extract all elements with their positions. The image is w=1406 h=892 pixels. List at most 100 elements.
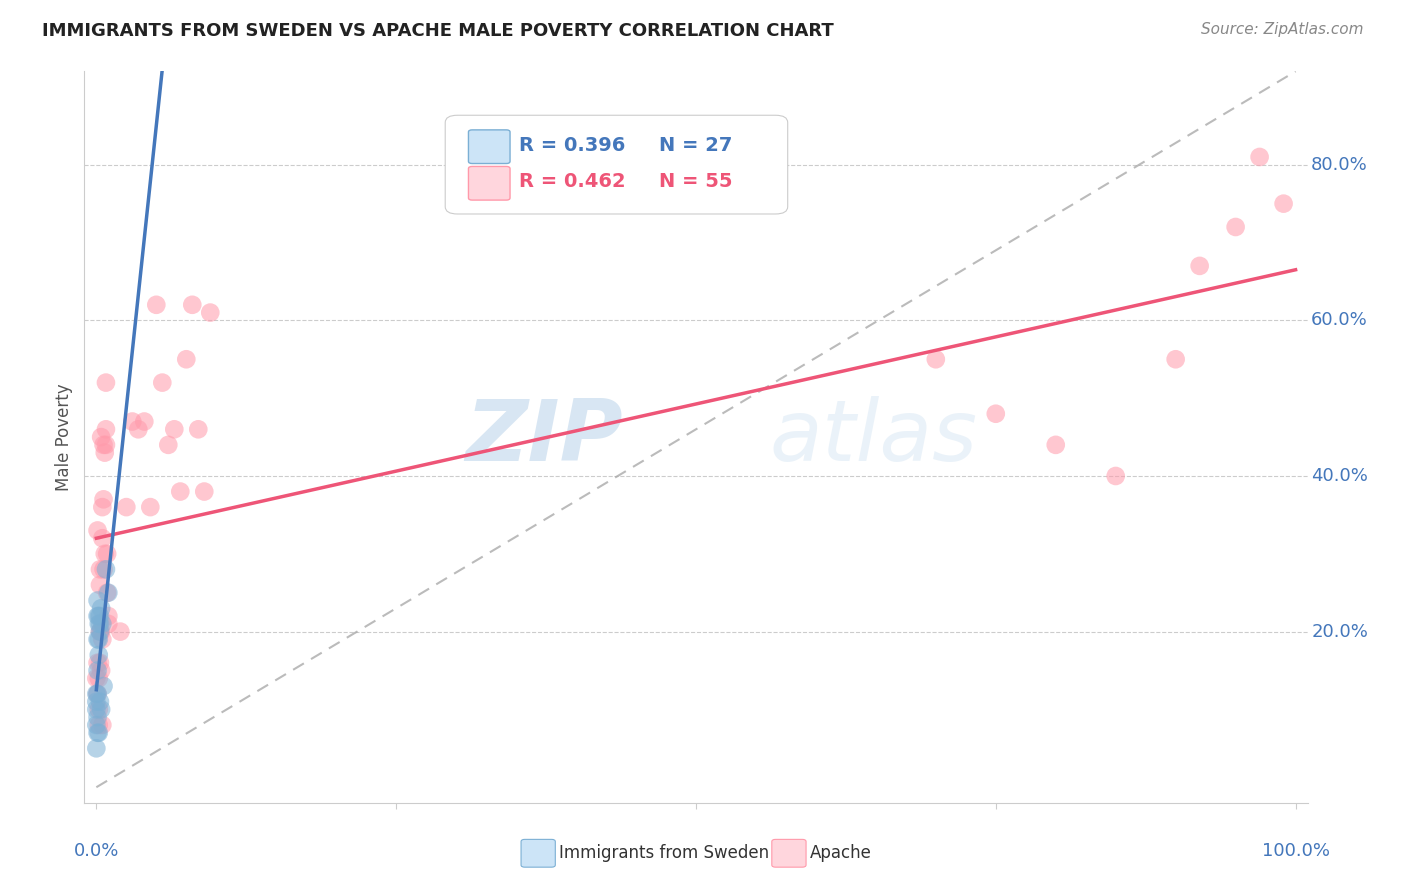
- Point: [87, 632, 110, 647]
- Point: [1164, 352, 1187, 367]
- Point: [86, 725, 108, 739]
- Point: [87, 648, 110, 662]
- Point: [87, 616, 110, 631]
- Point: [86, 671, 108, 685]
- Text: 40.0%: 40.0%: [1312, 467, 1368, 485]
- Point: [90, 601, 112, 615]
- Text: ZIP: ZIP: [465, 395, 623, 479]
- Point: [1188, 259, 1211, 273]
- Point: [91, 500, 114, 515]
- Text: 100.0%: 100.0%: [1261, 842, 1330, 860]
- Point: [97, 609, 120, 624]
- Y-axis label: Male Poverty: Male Poverty: [55, 384, 73, 491]
- Point: [87, 702, 110, 716]
- FancyBboxPatch shape: [468, 130, 510, 163]
- Point: [86, 609, 108, 624]
- Point: [200, 305, 222, 319]
- Point: [193, 484, 215, 499]
- Point: [90, 624, 112, 639]
- Point: [86, 687, 108, 701]
- Point: [87, 718, 110, 732]
- Point: [91, 718, 114, 732]
- Point: [91, 616, 114, 631]
- Text: IMMIGRANTS FROM SWEDEN VS APACHE MALE POVERTY CORRELATION CHART: IMMIGRANTS FROM SWEDEN VS APACHE MALE PO…: [42, 22, 834, 40]
- Point: [86, 632, 108, 647]
- Point: [127, 422, 149, 436]
- Point: [93, 445, 117, 459]
- Point: [121, 415, 143, 429]
- Text: 60.0%: 60.0%: [1312, 311, 1368, 329]
- Point: [90, 430, 112, 444]
- Text: atlas: atlas: [769, 395, 977, 479]
- Point: [86, 702, 108, 716]
- Point: [89, 656, 111, 670]
- Point: [96, 547, 118, 561]
- Point: [93, 547, 117, 561]
- Point: [94, 422, 117, 436]
- Point: [94, 438, 117, 452]
- Point: [134, 415, 156, 429]
- Point: [89, 616, 111, 631]
- Point: [163, 422, 186, 436]
- Point: [145, 298, 167, 312]
- Point: [93, 562, 115, 576]
- Text: Source: ZipAtlas.com: Source: ZipAtlas.com: [1201, 22, 1364, 37]
- Point: [86, 718, 108, 732]
- Point: [93, 492, 115, 507]
- Text: R = 0.396: R = 0.396: [519, 136, 626, 154]
- Point: [90, 664, 112, 678]
- Text: R = 0.462: R = 0.462: [519, 172, 626, 191]
- Point: [94, 562, 117, 576]
- Point: [187, 422, 209, 436]
- Point: [91, 531, 114, 545]
- Point: [86, 695, 108, 709]
- Point: [925, 352, 948, 367]
- Point: [97, 616, 120, 631]
- Point: [91, 632, 114, 647]
- Point: [174, 352, 197, 367]
- Point: [1272, 196, 1295, 211]
- Point: [86, 656, 108, 670]
- Point: [139, 500, 162, 515]
- Text: 80.0%: 80.0%: [1312, 156, 1368, 174]
- Point: [984, 407, 1007, 421]
- Point: [169, 484, 191, 499]
- Point: [89, 578, 111, 592]
- Text: N = 55: N = 55: [659, 172, 733, 191]
- Point: [157, 438, 180, 452]
- Point: [89, 624, 111, 639]
- FancyBboxPatch shape: [772, 839, 806, 867]
- Point: [87, 725, 110, 739]
- Point: [96, 585, 118, 599]
- Point: [1225, 219, 1247, 234]
- Point: [115, 500, 138, 515]
- Point: [86, 687, 108, 701]
- Text: Immigrants from Sweden: Immigrants from Sweden: [560, 844, 769, 863]
- Point: [1249, 150, 1271, 164]
- FancyBboxPatch shape: [468, 167, 510, 200]
- Point: [86, 593, 108, 607]
- Point: [87, 609, 110, 624]
- Point: [110, 624, 132, 639]
- Point: [86, 524, 108, 538]
- Point: [181, 298, 204, 312]
- Point: [86, 710, 108, 724]
- FancyBboxPatch shape: [522, 839, 555, 867]
- Point: [93, 679, 115, 693]
- Point: [89, 562, 111, 576]
- Point: [89, 695, 111, 709]
- Text: Apache: Apache: [810, 844, 872, 863]
- Point: [86, 664, 108, 678]
- Point: [86, 687, 108, 701]
- Point: [93, 438, 115, 452]
- Point: [1105, 469, 1128, 483]
- Text: 0.0%: 0.0%: [73, 842, 120, 860]
- Text: N = 27: N = 27: [659, 136, 733, 154]
- Point: [89, 624, 111, 639]
- Point: [150, 376, 173, 390]
- Text: 20.0%: 20.0%: [1312, 623, 1368, 640]
- Point: [86, 741, 108, 756]
- Point: [89, 609, 111, 624]
- Point: [1045, 438, 1067, 452]
- Point: [94, 376, 117, 390]
